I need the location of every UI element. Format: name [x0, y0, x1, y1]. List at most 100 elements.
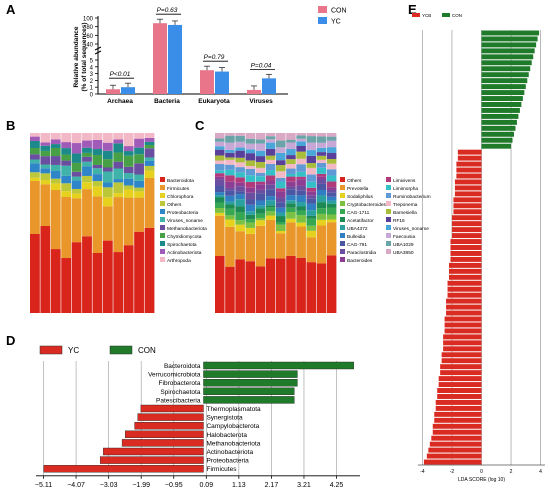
legend-swatch [160, 193, 165, 198]
legend-swatch [160, 201, 165, 206]
stack-segment-8 [82, 147, 92, 153]
lda-bar [440, 364, 482, 370]
stack-segment-20 [255, 133, 266, 140]
stack-segment-11 [225, 175, 235, 182]
stack-segment-15 [276, 165, 286, 172]
stack-segment-3 [316, 213, 327, 220]
stack-segment-17 [255, 150, 266, 157]
stack-segment-1 [144, 177, 155, 228]
stack-segment-3 [92, 181, 103, 187]
stack-segment-12 [276, 181, 286, 189]
stack-segment-4 [276, 222, 286, 225]
stack-segment-10 [123, 133, 134, 147]
lda-bar [438, 376, 482, 382]
stack-segment-10 [92, 133, 103, 140]
stack-segment-8 [113, 143, 124, 153]
stack-segment-4 [235, 212, 245, 221]
stack-segment-7 [134, 154, 144, 164]
stack-segment-0 [102, 240, 113, 313]
lda-bar [481, 48, 535, 54]
stack-segment-3 [235, 220, 245, 225]
stack-segment-3 [255, 217, 266, 221]
stack-segment-13 [265, 164, 276, 171]
p-value-label: P=0.04 [251, 62, 272, 69]
y-tick-label: 40 [86, 43, 93, 49]
stack-segment-1 [255, 225, 266, 267]
stack-segment-14 [316, 159, 327, 163]
stack-segment-4 [265, 207, 276, 212]
stack-segment-7 [316, 189, 327, 196]
legend-swatch-con [109, 345, 133, 355]
lda-bar [428, 447, 482, 453]
stack-segment-15 [286, 159, 296, 164]
legend-swatch [386, 233, 391, 238]
lda-bar [450, 250, 482, 256]
lda-bar [434, 417, 482, 423]
stack-segment-12 [286, 173, 296, 177]
stack-segment-14 [265, 159, 276, 165]
legend-swatch [160, 225, 165, 230]
stack-segment-2 [326, 219, 337, 223]
stack-segment-9 [123, 146, 134, 152]
stack-segment-15 [215, 155, 225, 161]
stack-segment-9 [255, 189, 266, 194]
bar-con [247, 89, 261, 94]
lda-bar [140, 404, 204, 413]
lda-bar [443, 346, 482, 352]
stack-segment-1 [296, 226, 306, 258]
stack-segment-2 [92, 186, 103, 197]
stack-segment-6 [215, 195, 225, 198]
stack-segment-4 [50, 171, 61, 179]
stack-segment-10 [235, 182, 245, 187]
legend-swatch [386, 185, 391, 190]
lda-bar [443, 340, 482, 346]
lda-bar [454, 191, 482, 197]
stack-segment-13 [245, 168, 256, 176]
y-tick-label: 0 [90, 93, 94, 99]
lda-bar [481, 107, 520, 113]
stack-segment-5 [245, 214, 256, 220]
stack-segment-18 [225, 142, 235, 150]
stack-segment-18 [255, 143, 266, 151]
stack-segment-8 [71, 153, 82, 163]
lda-bar [203, 396, 295, 404]
legend-swatch [340, 225, 345, 230]
stack-segment-20 [265, 133, 276, 137]
stack-segment-4 [123, 178, 134, 186]
stack-segment-7 [50, 147, 61, 157]
stack-segment-8 [276, 202, 286, 208]
legend-label: RF16 [393, 218, 405, 224]
stack-segment-19 [326, 136, 337, 141]
stack-segment-7 [102, 159, 113, 168]
x-tick-label: 0.09 [199, 482, 213, 489]
stack-segment-6 [123, 166, 134, 174]
stack-segment-1 [71, 198, 82, 243]
stack-segment-1 [102, 206, 113, 241]
stack-segment-0 [245, 261, 256, 313]
lda-bar [449, 268, 482, 274]
stack-segment-5 [71, 176, 82, 181]
stack-segment-2 [245, 227, 256, 234]
stack-segment-6 [326, 200, 337, 204]
stack-segment-9 [71, 143, 82, 154]
stack-segment-5 [123, 173, 134, 179]
stack-segment-3 [245, 222, 256, 228]
panel-label-c: C [195, 118, 205, 133]
legend-swatch [340, 249, 345, 254]
lda-bar [437, 393, 482, 399]
stack-segment-13 [286, 168, 296, 174]
stack-segment-4 [286, 207, 296, 213]
stack-segment-5 [316, 202, 327, 209]
stack-segment-3 [296, 215, 306, 223]
x-tick-label: −3.03 [100, 482, 118, 489]
stack-segment-6 [316, 195, 327, 203]
stack-segment-0 [82, 236, 92, 313]
stack-segment-17 [296, 141, 306, 147]
stack-segment-9 [316, 179, 327, 184]
stack-segment-10 [265, 180, 276, 185]
stack-segment-3 [82, 175, 92, 183]
stack-segment-10 [144, 133, 155, 138]
stack-segment-5 [326, 203, 337, 208]
lda-bar [203, 370, 298, 378]
stack-segment-10 [316, 176, 327, 180]
